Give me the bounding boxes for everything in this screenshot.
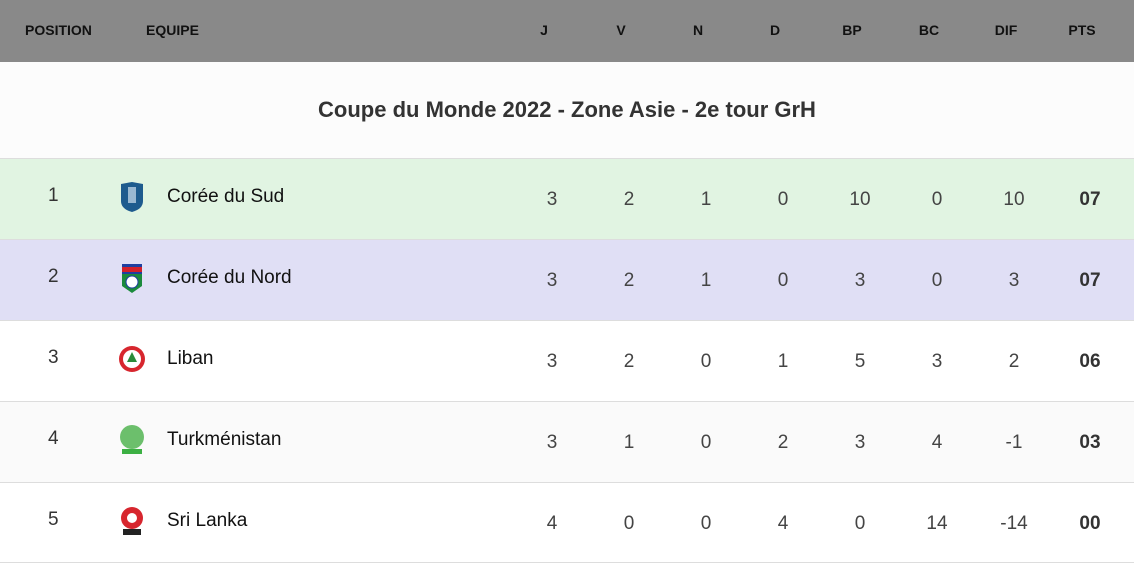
- stat-v: 0: [623, 513, 635, 534]
- position: 5: [48, 509, 59, 530]
- stat-bp: 0: [854, 513, 866, 534]
- stat-j: 3: [546, 432, 558, 453]
- stat-bc: 4: [931, 432, 943, 453]
- stat-bp: 3: [854, 270, 866, 291]
- team-name[interactable]: Sri Lanka: [167, 510, 248, 531]
- header-col-j: J: [540, 22, 548, 38]
- stat-n: 1: [700, 270, 712, 291]
- stat-dif: -14: [1000, 513, 1028, 534]
- header-col-d: D: [769, 22, 781, 38]
- stat-v: 2: [623, 270, 635, 291]
- stat-bc: 0: [931, 270, 943, 291]
- team-name[interactable]: Corée du Sud: [167, 186, 285, 207]
- position: 1: [48, 185, 59, 206]
- lebanon-crest-icon: [118, 343, 146, 375]
- stat-bp: 3: [854, 432, 866, 453]
- sri-lanka-crest-icon: [118, 505, 146, 537]
- position: 3: [48, 347, 59, 368]
- header-team: EQUIPE: [146, 22, 199, 38]
- stat-dif: 2: [1008, 351, 1020, 372]
- table-row: 5 Sri Lanka 4 0 0 4 0 14 -14 00: [0, 482, 1134, 563]
- stat-bc: 3: [931, 351, 943, 372]
- stat-v: 2: [623, 351, 635, 372]
- header-col-bc: BC: [918, 22, 940, 38]
- table-row: 1 Corée du Sud 3 2 1 0 10 0 10 07: [0, 158, 1134, 239]
- team-name[interactable]: Liban: [167, 348, 214, 369]
- stat-bc: 14: [926, 513, 948, 534]
- stat-j: 3: [546, 270, 558, 291]
- table-row: 4 Turkménistan 3 1 0 2 3 4 -1 03: [0, 401, 1134, 482]
- team-name[interactable]: Turkménistan: [167, 429, 282, 450]
- stat-d: 0: [777, 189, 789, 210]
- stat-n: 1: [700, 189, 712, 210]
- stat-pts: 00: [1079, 513, 1101, 534]
- stat-d: 4: [777, 513, 789, 534]
- header-col-pts: PTS: [1068, 22, 1096, 38]
- header-col-bp: BP: [842, 22, 862, 38]
- table-row: 2 Corée du Nord 3 2 1 0 3 0 3 07: [0, 239, 1134, 320]
- stat-pts: 06: [1079, 351, 1101, 372]
- position: 4: [48, 428, 59, 449]
- header-col-v: V: [616, 22, 626, 38]
- header-col-n: N: [692, 22, 704, 38]
- position: 2: [48, 266, 59, 287]
- team-name[interactable]: Corée du Nord: [167, 267, 292, 288]
- stat-bp: 5: [854, 351, 866, 372]
- turkmenistan-crest-icon: [118, 424, 146, 456]
- stat-pts: 07: [1079, 189, 1101, 210]
- stat-dif: -1: [1005, 432, 1023, 453]
- header-col-dif: DIF: [994, 22, 1018, 38]
- table-row: 3 Liban 3 2 0 1 5 3 2 06: [0, 320, 1134, 401]
- competition-title: Coupe du Monde 2022 - Zone Asie - 2e tou…: [0, 62, 1134, 158]
- stat-dif: 3: [1008, 270, 1020, 291]
- stat-j: 3: [546, 189, 558, 210]
- stat-pts: 03: [1079, 432, 1101, 453]
- stat-d: 0: [777, 270, 789, 291]
- stat-n: 0: [700, 432, 712, 453]
- stat-bp: 10: [849, 189, 871, 210]
- stat-dif: 10: [1003, 189, 1025, 210]
- stat-j: 3: [546, 351, 558, 372]
- stat-v: 1: [623, 432, 635, 453]
- stat-n: 0: [700, 351, 712, 372]
- korea-republic-crest-icon: [118, 181, 146, 213]
- stat-d: 1: [777, 351, 789, 372]
- table-header: POSITION EQUIPE J V N D BP BC DIF PTS: [0, 0, 1134, 62]
- stat-j: 4: [546, 513, 558, 534]
- stat-d: 2: [777, 432, 789, 453]
- header-position: POSITION: [25, 22, 92, 38]
- stat-v: 2: [623, 189, 635, 210]
- korea-dpr-crest-icon: [118, 262, 146, 294]
- stat-pts: 07: [1079, 270, 1101, 291]
- stat-n: 0: [700, 513, 712, 534]
- stat-bc: 0: [931, 189, 943, 210]
